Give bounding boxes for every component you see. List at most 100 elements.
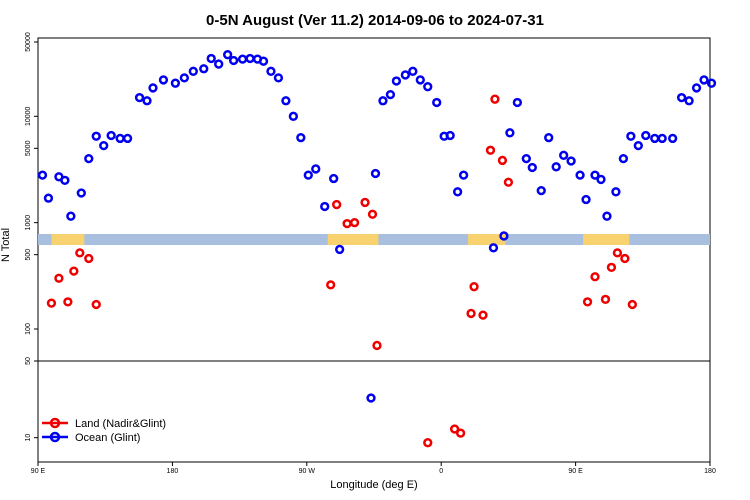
- land-data-point: [600, 294, 611, 304]
- ocean-data-point: [281, 96, 291, 106]
- ocean-data-point: [206, 53, 216, 64]
- land-data-point: [342, 218, 352, 229]
- ocean-data-point: [575, 170, 585, 180]
- ocean-data-point: [706, 78, 717, 88]
- x-tick-label: 180: [167, 468, 179, 475]
- plot-frame: [37, 37, 711, 463]
- ocean-data-point: [488, 243, 499, 253]
- x-tick-label: 90 E: [568, 468, 583, 475]
- ocean-data-point: [423, 82, 433, 92]
- land-data-point: [360, 197, 370, 208]
- ocean-data-point: [296, 133, 306, 143]
- ocean-data-point: [370, 168, 381, 179]
- land-data-point: [466, 308, 476, 319]
- land-data-point: [69, 266, 79, 276]
- ocean-data-point: [320, 201, 330, 212]
- land-data-point: [590, 272, 600, 282]
- ocean-data-point: [602, 211, 612, 221]
- ocean-data-point: [106, 130, 116, 141]
- land-data-point: [478, 310, 488, 320]
- ocean-data-point: [691, 83, 702, 93]
- ocean-data-point: [400, 70, 411, 80]
- ocean-data-point: [626, 131, 636, 141]
- y-tick-label: 50000: [25, 32, 32, 52]
- ocean-data-point: [266, 66, 276, 76]
- ocean-data-point: [650, 133, 660, 144]
- land-band-segment: [468, 234, 506, 245]
- ocean-data-point: [385, 89, 396, 100]
- ocean-data-point: [505, 128, 515, 138]
- ocean-data-point: [581, 194, 591, 205]
- ocean-data-point: [590, 170, 600, 180]
- ocean-data-point: [311, 164, 321, 174]
- ocean-data-point: [566, 156, 576, 166]
- land-data-point: [75, 248, 85, 258]
- ocean-data-point: [699, 75, 709, 85]
- ocean-data-point: [684, 96, 694, 106]
- ocean-data-point: [408, 66, 418, 76]
- ocean-data-point: [84, 153, 94, 164]
- ocean-data-point: [223, 50, 233, 60]
- land-data-point: [485, 145, 496, 155]
- land-band-segment: [51, 234, 85, 245]
- ocean-data-point: [536, 185, 546, 196]
- ocean-data-point: [512, 97, 523, 108]
- x-axis-label: Longitude (deg E): [330, 479, 417, 491]
- ocean-data-point: [657, 133, 667, 144]
- land-band-segment: [583, 234, 630, 245]
- ocean-data-point: [199, 64, 209, 74]
- ocean-data-point: [551, 162, 561, 172]
- ocean-data-point: [214, 59, 224, 69]
- x-tick-label: 180: [704, 468, 716, 475]
- x-tick-label: 90 W: [299, 468, 316, 475]
- land-data-point: [84, 253, 94, 264]
- ocean-data-point: [378, 96, 388, 106]
- ocean-data-point: [228, 55, 239, 66]
- land-data-point: [627, 299, 637, 310]
- ocean-data-point: [37, 170, 48, 180]
- land-band-segment: [327, 234, 379, 245]
- land-data-point: [469, 282, 479, 292]
- ocean-data-point: [633, 140, 643, 151]
- ocean-data-point: [158, 75, 169, 85]
- land-data-point: [367, 209, 378, 219]
- ocean-data-point: [142, 96, 152, 106]
- land-data-point: [54, 273, 64, 283]
- ocean-data-point: [188, 66, 198, 76]
- land-data-point: [326, 280, 336, 290]
- legend-marker-land: [49, 417, 61, 429]
- ocean-data-point: [335, 244, 345, 255]
- ocean-data-point: [303, 170, 313, 180]
- land-data-point: [63, 297, 73, 307]
- land-data-point: [91, 299, 101, 310]
- legend: Land (Nadir&Glint) Ocean (Glint): [42, 417, 166, 444]
- y-tick-label: 100: [25, 323, 32, 335]
- coastline-band: [38, 234, 710, 245]
- ocean-data-point: [288, 111, 299, 121]
- land-data-point: [503, 177, 514, 187]
- land-data-point: [332, 199, 342, 210]
- land-data-point: [606, 262, 617, 272]
- ocean-data-point: [273, 73, 284, 83]
- ocean-data-point: [668, 133, 678, 144]
- chart-title: 0-5N August (Ver 11.2) 2014-09-06 to 202…: [206, 12, 544, 29]
- land-data-point: [449, 424, 460, 434]
- ocean-data-point: [611, 187, 621, 197]
- ocean-data-point: [170, 78, 181, 88]
- ocean-data-point: [544, 133, 554, 143]
- ocean-data-point: [445, 130, 455, 141]
- legend-marker-ocean: [49, 431, 61, 443]
- land-data-point: [46, 298, 57, 308]
- y-tick-label: 5000: [25, 140, 32, 156]
- x-tick-label: 90 E: [31, 468, 46, 475]
- y-tick-label: 10: [25, 434, 32, 442]
- land-data-point: [349, 218, 360, 228]
- ocean-data-point: [237, 54, 248, 64]
- ocean-data-point: [391, 76, 402, 86]
- ocean-data-point: [179, 73, 189, 83]
- ocean-data-point: [60, 175, 70, 185]
- ocean-data-point: [521, 153, 531, 164]
- ocean-data-point: [76, 188, 86, 198]
- land-data-point: [490, 94, 500, 104]
- ocean-data-point: [115, 133, 125, 144]
